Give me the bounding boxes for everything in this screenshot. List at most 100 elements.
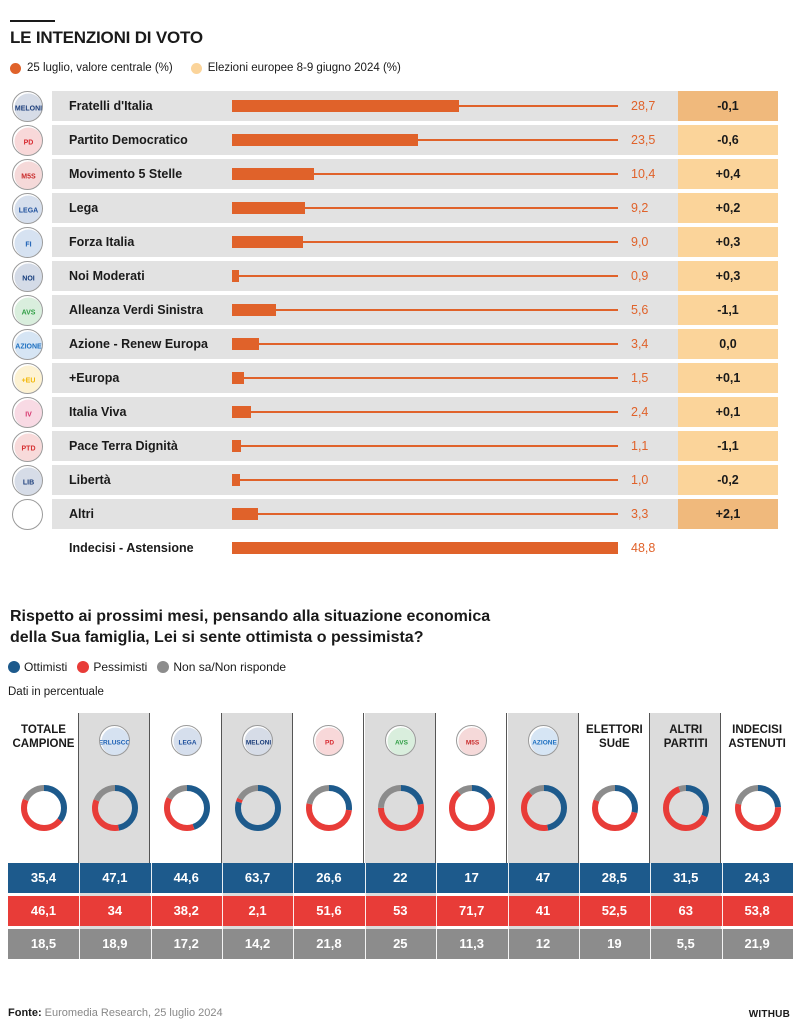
party-logo-text: M5S [21, 174, 36, 181]
bar-value-label: 9,2 [631, 201, 649, 215]
bar-track [232, 513, 618, 515]
source-label: Fonte: [8, 1007, 42, 1019]
logo-text: M5S [466, 740, 480, 747]
page-title: LE INTENZIONI DI VOTO [10, 28, 203, 47]
value-ottimisti: 63,7 [244, 870, 271, 885]
bar-value-label: 0,9 [631, 269, 649, 283]
delta-label: +0,3 [715, 269, 741, 283]
cell-divider [721, 863, 723, 959]
bar-row: LIB Libertà 1,0 -0,2 [0, 463, 800, 497]
delta-label: +0,2 [715, 201, 741, 215]
party-logo-text: AVS [22, 310, 36, 317]
party-logo-icon: MELONI [12, 91, 43, 122]
delta-band [678, 499, 778, 529]
value-ottimisti: 47,1 [102, 870, 128, 885]
donut-slice-pessimisti [377, 785, 424, 831]
legend-swatch-nonsa [157, 661, 170, 673]
value-nonsa: 12 [535, 936, 551, 951]
bar [232, 474, 240, 486]
party-name: Libertà [69, 473, 111, 487]
value-ottimisti: 28,5 [601, 870, 628, 885]
party-logo-text: +EU [22, 378, 36, 385]
value-nonsa: 18,9 [102, 936, 128, 951]
bar-track [232, 241, 618, 243]
sentiment-donut [92, 785, 139, 831]
value-nonsa: 18,5 [30, 936, 57, 951]
delta-label: +0,3 [715, 235, 741, 249]
donut-slice-nonsa [591, 785, 638, 831]
question-line-2: della Sua famiglia, Lei si sente ottimis… [10, 629, 424, 646]
column-separator [220, 713, 222, 863]
value-nonsa: 14,2 [244, 936, 271, 951]
party-logo-text: FI [25, 242, 31, 249]
legend-label-current: 25 luglio, valore centrale (%) [27, 62, 173, 74]
value-ottimisti: 26,6 [316, 870, 342, 885]
bar [232, 304, 277, 316]
party-name: Altri [69, 507, 94, 521]
donut-slice-nonsa [235, 785, 282, 831]
value-pessimisti: 2,1 [248, 903, 267, 918]
fdi-logo-icon: MELONI [242, 725, 274, 756]
bar [232, 440, 241, 452]
sentiment-donut [734, 785, 781, 831]
bar-row: PTD Pace Terra Dignità 1,1 -1,1 [0, 429, 800, 463]
party-logo-icon: PTD [12, 431, 43, 462]
bar [232, 542, 618, 554]
value-pessimisti: 53 [393, 903, 408, 918]
value-ottimisti: 35,4 [30, 870, 57, 885]
party-name: Noi Moderati [69, 269, 145, 283]
value-nonsa: 19 [607, 936, 622, 951]
table-column: TOTALE CAMPIONE [8, 713, 79, 959]
donut-slice-nonsa [520, 785, 567, 831]
delta-band [678, 91, 778, 121]
value-nonsa: 25 [393, 936, 408, 951]
row-pessimisti [8, 896, 793, 926]
bar-value-label: 5,6 [631, 303, 649, 317]
question-line-1: Rispetto ai prossimi mesi, pensando alla… [10, 608, 491, 625]
cell-divider [436, 863, 438, 959]
delta-band [678, 397, 778, 427]
column-separator [648, 713, 650, 863]
value-pessimisti: 38,2 [173, 903, 199, 918]
donut-slice-pessimisti [663, 785, 710, 831]
party-name: Azione - Renew Europa [69, 337, 208, 351]
donut-slice-nonsa [377, 785, 424, 831]
delta-band [678, 193, 778, 223]
cell-divider [79, 863, 81, 959]
delta-label: +0,1 [715, 405, 741, 419]
column-separator [292, 713, 294, 863]
bar-row: Indecisi - Astensione 48,8 [0, 531, 800, 565]
bar-value-label: 23,5 [631, 133, 656, 147]
bar [232, 134, 418, 146]
delta-label: +0,1 [715, 371, 741, 385]
sentiment-donut [306, 785, 353, 831]
bar-value-label: 3,3 [631, 507, 649, 521]
column-header-line-1: ELETTORI [586, 724, 643, 736]
delta-band [678, 261, 778, 291]
title-rule [10, 20, 55, 22]
legend-item-ottimisti: Ottimisti [8, 660, 67, 674]
value-ottimisti: 22 [393, 870, 408, 885]
bar [232, 508, 259, 520]
party-logo-text: LIB [23, 480, 34, 487]
logo-text: MELONI [246, 740, 271, 747]
table-column: PD [293, 713, 365, 959]
avs-logo-icon: AVS [384, 725, 416, 756]
bar-row: AZIONE Azione - Renew Europa 3,4 0,0 [0, 327, 800, 361]
bar-row: FI Forza Italia 9,0 +0,3 [0, 225, 800, 259]
delta-band [678, 329, 778, 359]
legend-sentiment: Ottimisti Pessimisti Non sa/Non risponde [8, 660, 296, 674]
source-footer: Fonte: Euromedia Research, 25 luglio 202… [8, 1007, 223, 1019]
value-pessimisti: 52,5 [601, 903, 628, 918]
value-pessimisti: 41 [535, 903, 551, 918]
bar-track [232, 343, 618, 345]
bar-track [232, 173, 618, 175]
forza-italia-logo-icon: BERLUSCONI [99, 725, 131, 756]
sentiment-donut [377, 785, 424, 831]
delta-label: -1,1 [717, 439, 739, 453]
value-pessimisti: 46,1 [30, 903, 57, 918]
logo-text: AVS [395, 740, 409, 747]
bar-row: MELONI Fratelli d'Italia 28,7 -0,1 [0, 89, 800, 123]
sentiment-table: INDECISI ASTENUTI ALTRI PARTITI ELETTORI SUdE… [8, 713, 793, 959]
column-separator [720, 713, 722, 863]
